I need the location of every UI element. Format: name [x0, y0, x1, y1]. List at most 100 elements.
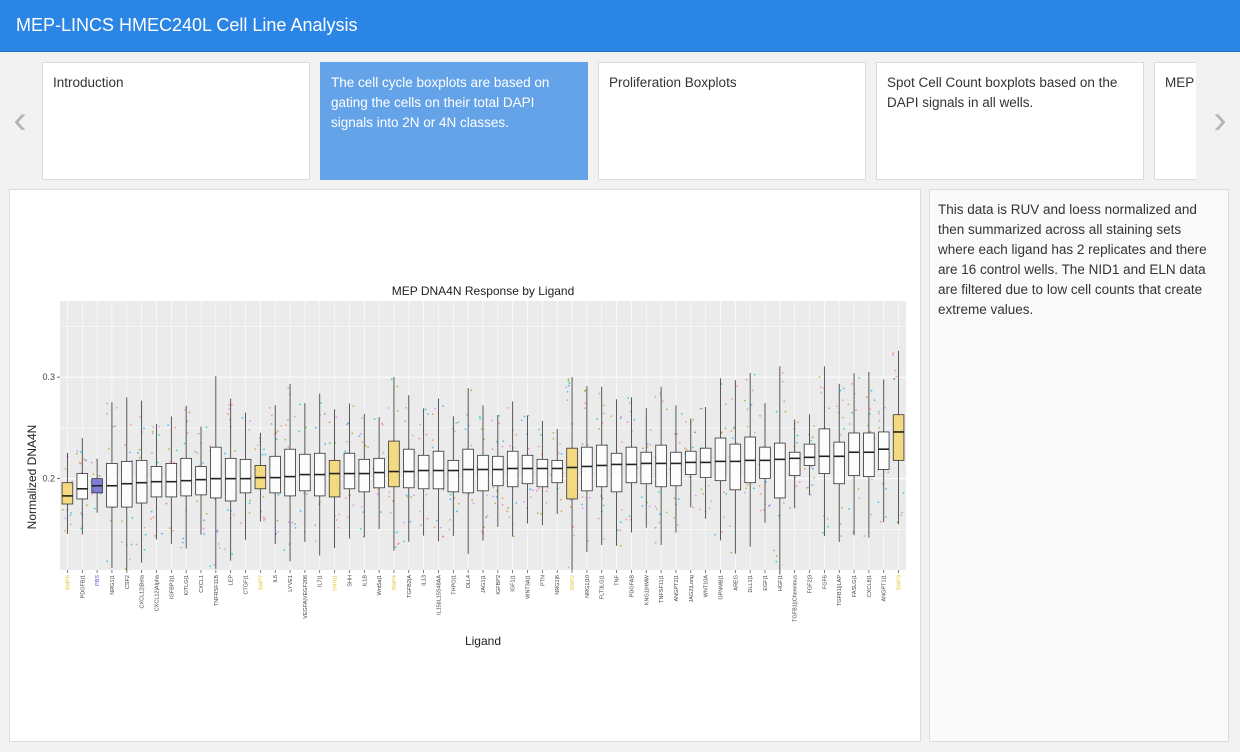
- carousel-card-cell-cycle[interactable]: The cell cycle boxplots are based on gat…: [320, 62, 588, 180]
- jitter-point: [851, 382, 853, 385]
- box-IL15|IL15S48AA: [431, 398, 445, 542]
- box-body: [670, 451, 682, 487]
- jitter-point: [480, 428, 483, 430]
- jitter-point: [893, 378, 895, 381]
- box-body: [521, 454, 534, 485]
- jitter-point: [567, 566, 570, 569]
- jitter-point: [172, 529, 174, 532]
- jitter-point: [130, 543, 133, 546]
- jitter-point: [597, 517, 600, 520]
- jitter-point: [581, 496, 584, 498]
- jitter-point: [839, 535, 842, 537]
- carousel-card-mep[interactable]: MEP l data t value: [1154, 62, 1196, 180]
- jitter-point: [234, 450, 237, 452]
- jitter-point: [692, 418, 695, 421]
- jitter-point: [433, 526, 436, 529]
- box-BMP4: [387, 377, 400, 551]
- jitter-point: [112, 426, 115, 428]
- jitter-point: [455, 510, 458, 513]
- jitter-point: [520, 419, 523, 422]
- jitter-point: [665, 408, 668, 411]
- jitter-point: [640, 496, 643, 499]
- jitter-point: [752, 487, 755, 490]
- carousel-card-proliferation[interactable]: Proliferation Boxplots: [598, 62, 866, 180]
- jitter-point: [360, 432, 362, 435]
- jitter-point: [382, 451, 385, 454]
- jitter-point: [449, 493, 452, 496]
- carousel-card-spot-cell-count[interactable]: Spot Cell Count boxplots based on the DA…: [876, 62, 1144, 180]
- jitter-point: [751, 389, 754, 392]
- jitter-point: [201, 462, 204, 464]
- jitter-point: [654, 395, 657, 398]
- jitter-point: [131, 517, 134, 519]
- box-IL13: [417, 408, 430, 536]
- jitter-point: [646, 442, 649, 445]
- jitter-point: [523, 500, 525, 503]
- chevron-left-icon[interactable]: ‹: [13, 98, 27, 142]
- jitter-point: [758, 484, 761, 487]
- box-PBS: [90, 458, 103, 513]
- jitter-point: [621, 441, 623, 444]
- box-body: [714, 437, 727, 482]
- jitter-point: [151, 432, 154, 435]
- jitter-point: [470, 444, 473, 447]
- jitter-point: [753, 431, 756, 434]
- x-tick-label: CXCL12|Beta: [140, 574, 146, 608]
- jitter-point: [442, 488, 445, 491]
- jitter-point: [728, 525, 731, 528]
- jitter-point: [581, 503, 583, 506]
- jitter-point: [373, 418, 376, 421]
- jitter-point: [509, 445, 511, 448]
- jitter-point: [878, 419, 881, 422]
- jitter-point: [810, 466, 813, 469]
- chevron-right-icon[interactable]: ›: [1213, 98, 1227, 142]
- jitter-point: [453, 496, 456, 499]
- box-body: [447, 459, 460, 493]
- jitter-point: [441, 536, 444, 538]
- box-body: [195, 466, 207, 496]
- jitter-point: [61, 508, 64, 511]
- jitter-point: [69, 523, 72, 526]
- jitter-point: [411, 434, 414, 437]
- jitter-point: [183, 442, 186, 445]
- carousel-card-introduction[interactable]: Introduction: [42, 62, 310, 180]
- jitter-point: [395, 531, 398, 534]
- x-tick-label: ANGPT2|1: [674, 575, 680, 602]
- jitter-point: [835, 405, 838, 408]
- x-tick-label: NRG1|6: [555, 575, 561, 595]
- jitter-point: [536, 512, 539, 515]
- jitter-point: [839, 434, 842, 437]
- chart-y-axis-label: Normalized DNA4N: [25, 425, 39, 530]
- x-tick-label: LYVE1: [288, 575, 294, 592]
- jitter-point: [588, 496, 591, 499]
- jitter-point: [810, 493, 812, 496]
- jitter-point: [560, 510, 563, 512]
- jitter-point: [231, 552, 234, 555]
- x-tick-label: TNFSF11|1: [659, 575, 665, 603]
- jitter-point: [658, 513, 661, 516]
- jitter-point: [851, 411, 853, 414]
- jitter-point: [730, 430, 733, 433]
- jitter-point: [241, 417, 244, 419]
- x-tick-label: IL1B: [362, 575, 368, 587]
- jitter-point: [515, 501, 518, 504]
- x-tick-label: PDGFAB: [629, 575, 635, 598]
- jitter-point: [287, 419, 289, 421]
- jitter-point: [364, 444, 367, 447]
- box-KNG1|HMW: [640, 408, 653, 528]
- jitter-point: [419, 510, 422, 513]
- jitter-point: [480, 530, 483, 533]
- jitter-point: [381, 422, 383, 425]
- jitter-point: [557, 452, 560, 455]
- jitter-point: [567, 384, 570, 387]
- jitter-point: [344, 450, 347, 453]
- jitter-point: [479, 417, 482, 420]
- jitter-point: [268, 406, 271, 409]
- jitter-point: [896, 521, 899, 524]
- x-tick-label: KNG1|HMW: [644, 574, 650, 605]
- jitter-point: [885, 516, 887, 518]
- jitter-point: [820, 386, 822, 388]
- jitter-point: [387, 407, 390, 409]
- jitter-point: [619, 417, 622, 420]
- jitter-point: [483, 526, 486, 529]
